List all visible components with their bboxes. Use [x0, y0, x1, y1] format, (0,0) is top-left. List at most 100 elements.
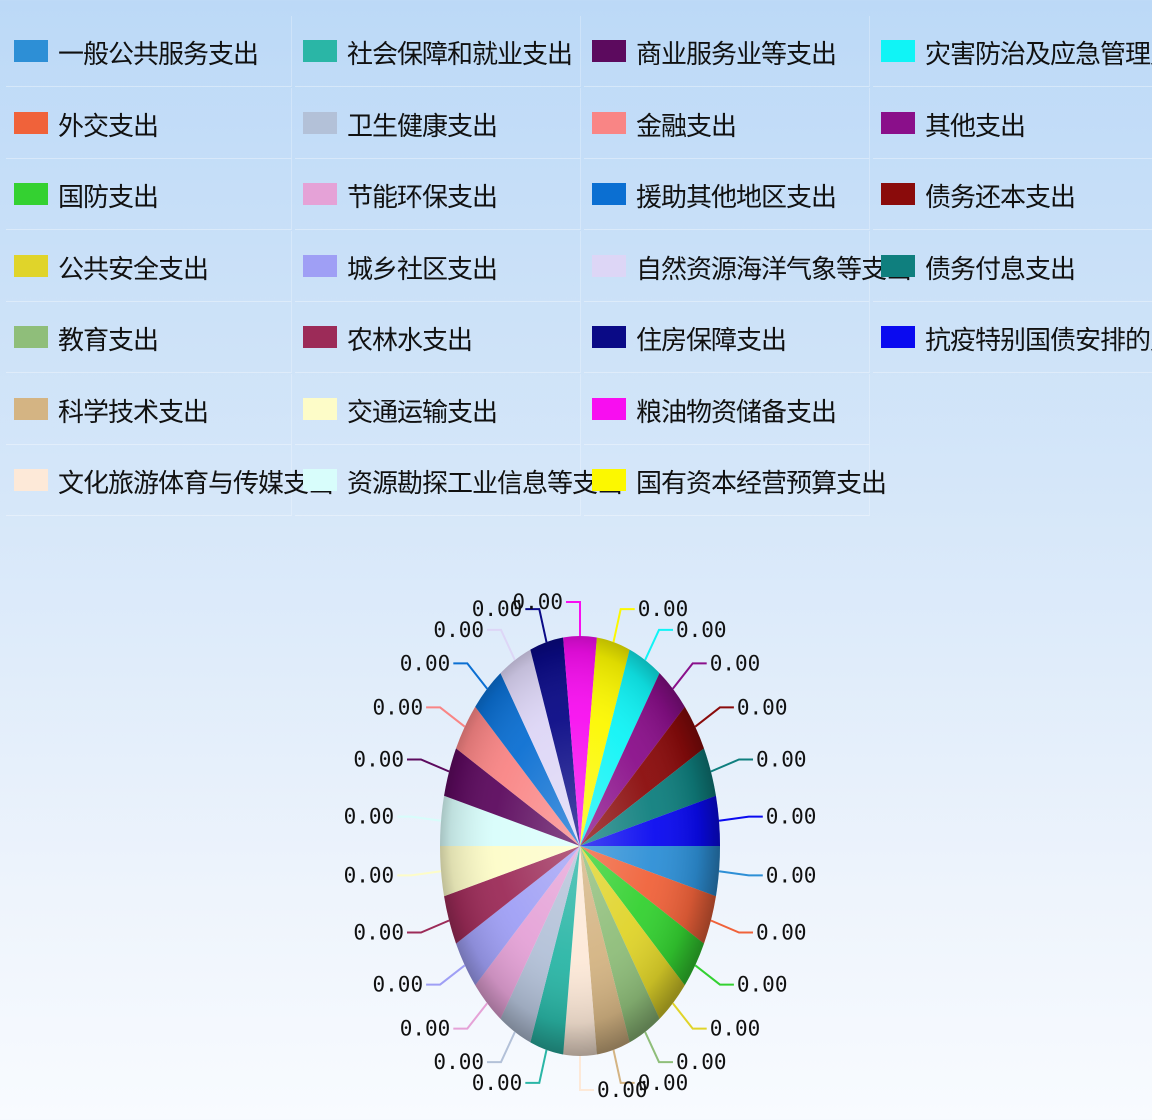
legend-item: 债务付息支出 — [873, 231, 1152, 302]
leader-line — [694, 706, 734, 728]
legend-label: 一般公共服务支出 — [58, 40, 259, 70]
legend-label: 住房保障支出 — [636, 326, 787, 356]
chart-legend: 一般公共服务支出 外交支出 国防支出 公共安全支出 教育支出 科学技术支出 文化旅游体育与传… — [6, 16, 1152, 516]
data-label: 0.00 — [638, 1071, 689, 1095]
data-label: 0.00 — [433, 1050, 484, 1074]
legend-item: 城乡社区支出 — [295, 230, 581, 302]
data-label: 0.00 — [756, 921, 807, 945]
data-label: 0.00 — [710, 651, 761, 675]
legend-label: 国防支出 — [58, 183, 159, 213]
leader-line — [525, 608, 548, 643]
legend-label: 自然资源海洋气象等支出 — [636, 254, 912, 285]
legend-swatch — [14, 469, 48, 491]
legend-swatch — [881, 326, 915, 348]
legend-swatch — [303, 397, 337, 420]
pie-shading — [440, 636, 720, 1056]
leader-line — [487, 628, 516, 661]
legend-item: 外交支出 — [6, 87, 292, 159]
data-label: 0.00 — [400, 651, 451, 675]
legend-item: 粮油物资储备支出 — [584, 373, 870, 445]
legend-swatch — [592, 254, 626, 277]
legend-label: 抗疫特别国债安排的支出 — [925, 326, 1152, 356]
leader-line — [718, 870, 763, 877]
data-label: 0.00 — [597, 1078, 648, 1102]
legend-label: 国有资本经营预算支出 — [636, 469, 887, 499]
data-label: 0.00 — [472, 1071, 523, 1095]
legend-item: 科学技术支出 — [6, 373, 292, 445]
legend-item: 农林水支出 — [295, 302, 581, 373]
legend-item: 卫生健康支出 — [295, 87, 581, 159]
leader-line — [397, 815, 442, 822]
data-label: 0.00 — [353, 748, 404, 772]
legend-label: 科学技术支出 — [58, 397, 209, 428]
leader-line — [612, 1049, 635, 1084]
legend-label: 粮油物资储备支出 — [636, 397, 837, 428]
data-label: 0.00 — [400, 1017, 451, 1041]
data-label: 0.00 — [676, 618, 727, 642]
leader-line — [453, 662, 488, 690]
leader-line — [710, 758, 753, 773]
leader-line — [644, 1031, 673, 1064]
legend-label: 卫生健康支出 — [347, 111, 498, 142]
legend-label: 灾害防治及应急管理支出 — [925, 40, 1152, 70]
leader-line — [710, 919, 753, 934]
legend-swatch — [303, 111, 337, 134]
data-label: 0.00 — [710, 1017, 761, 1041]
legend-label: 城乡社区支出 — [347, 254, 498, 285]
leader-line — [397, 870, 442, 877]
legend-item: 金融支出 — [584, 87, 870, 159]
leader-line — [672, 1002, 707, 1030]
legend-label: 援助其他地区支出 — [636, 183, 837, 213]
legend-item: 商业服务业等支出 — [584, 16, 870, 87]
legend-swatch — [303, 469, 337, 491]
data-label: 0.00 — [512, 590, 563, 614]
leader-line — [407, 919, 450, 934]
legend-swatch — [14, 183, 48, 205]
data-label: 0.00 — [766, 805, 817, 829]
legend-swatch — [592, 40, 626, 62]
legend-item: 文化旅游体育与传媒支出 — [6, 445, 334, 516]
legend-swatch — [14, 40, 48, 62]
legend-swatch — [303, 183, 337, 205]
legend-item: 灾害防治及应急管理支出 — [873, 16, 1152, 87]
legend-item: 其他支出 — [873, 88, 1152, 159]
legend-item: 节能环保支出 — [295, 159, 581, 230]
leader-line — [453, 1002, 488, 1030]
data-label: 0.00 — [344, 805, 395, 829]
leader-line — [612, 608, 635, 643]
legend-label: 债务还本支出 — [925, 183, 1076, 213]
legend-swatch — [592, 469, 626, 491]
leader-line — [672, 662, 707, 690]
legend-item: 社会保障和就业支出 — [295, 16, 581, 87]
legend-item: 住房保障支出 — [584, 302, 870, 373]
leader-line — [644, 628, 673, 661]
legend-swatch — [14, 111, 48, 134]
legend-item: 抗疫特别国债安排的支出 — [873, 302, 1152, 373]
data-label: 0.00 — [737, 973, 788, 997]
legend-item: 援助其他地区支出 — [584, 159, 870, 230]
legend-swatch — [592, 183, 626, 205]
leader-line — [566, 601, 581, 636]
legend-item: 自然资源海洋气象等支出 — [584, 230, 912, 302]
legend-swatch — [303, 40, 337, 62]
legend-label: 债务付息支出 — [925, 254, 1076, 285]
legend-swatch — [14, 326, 48, 348]
legend-item: 交通运输支出 — [295, 373, 581, 445]
data-label: 0.00 — [353, 921, 404, 945]
legend-swatch — [881, 111, 915, 134]
legend-item: 国有资本经营预算支出 — [584, 445, 887, 516]
legend-label: 外交支出 — [58, 111, 159, 142]
leader-line — [525, 1049, 548, 1084]
legend-swatch — [303, 326, 337, 348]
legend-label: 交通运输支出 — [347, 397, 498, 428]
leader-line — [579, 1056, 594, 1091]
legend-item: 国防支出 — [6, 159, 292, 230]
leader-line — [487, 1031, 516, 1064]
leader-line — [426, 964, 466, 986]
legend-swatch — [881, 254, 915, 277]
data-label: 0.00 — [638, 597, 689, 621]
legend-item: 资源勘探工业信息等支出 — [295, 445, 623, 516]
data-label: 0.00 — [472, 597, 523, 621]
leader-line — [426, 706, 466, 728]
